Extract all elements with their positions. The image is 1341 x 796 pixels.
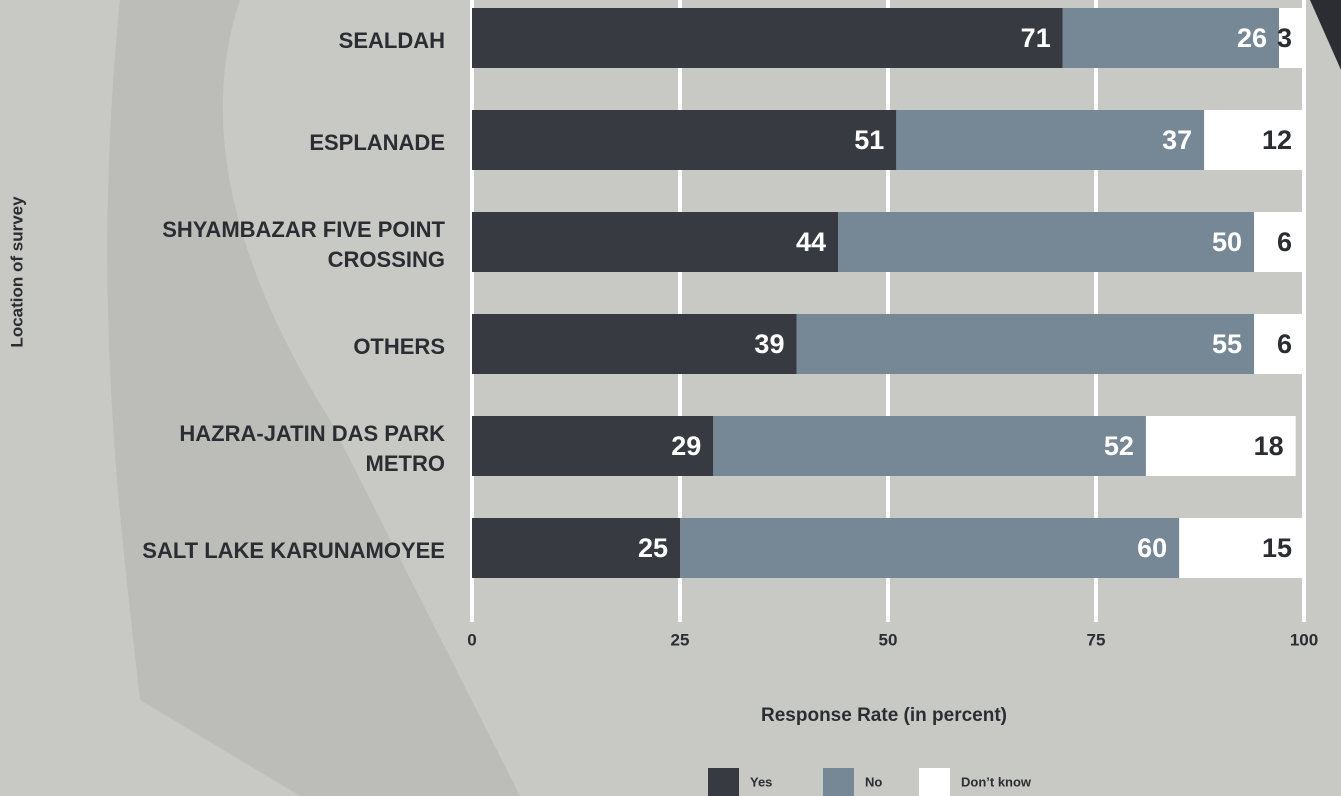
category-label: HAZRA-JATIN DAS PARK METRO [179, 421, 445, 476]
data-label: 52 [1104, 431, 1134, 461]
bar-segment [472, 110, 897, 170]
bar-segment [472, 212, 839, 272]
bar-segment [1145, 416, 1296, 476]
category-label: SALT LAKE KARUNAMOYEE [142, 538, 445, 563]
bar-segment [1254, 212, 1304, 272]
bar-segment [1279, 8, 1304, 68]
bar-segment [1179, 518, 1304, 578]
data-label: 50 [1212, 227, 1242, 257]
category-label: OTHERS [353, 334, 445, 359]
legend-label: Don’t know [961, 774, 1032, 789]
data-label: 29 [671, 431, 701, 461]
data-label: 3 [1277, 23, 1292, 53]
data-label: 12 [1262, 125, 1292, 155]
bar-segment [896, 110, 1205, 170]
bar-segment [1204, 110, 1304, 170]
legend-swatch [823, 768, 854, 796]
bar-segment [472, 518, 680, 578]
corner-shape [1310, 0, 1341, 70]
data-label: 18 [1254, 431, 1284, 461]
data-label: 51 [854, 125, 884, 155]
category-label: SEALDAH [338, 28, 445, 53]
legend-label: Yes [750, 774, 772, 789]
bar-segment [838, 212, 1255, 272]
bar-segment [713, 416, 1146, 476]
x-tick-label: 100 [1290, 630, 1318, 649]
legend-label: No [865, 774, 882, 789]
bar-segment [1254, 314, 1304, 374]
x-axis-label: Response Rate (in percent) [761, 705, 1007, 726]
x-tick-label: 75 [1087, 630, 1106, 649]
bar-segment [680, 518, 1180, 578]
data-label: 25 [638, 533, 668, 563]
legend-swatch [919, 768, 950, 796]
data-label: 15 [1262, 533, 1292, 563]
category-label: SHYAMBAZAR FIVE POINT CROSSING [162, 217, 445, 272]
data-label: 37 [1162, 125, 1192, 155]
bar-segment [472, 416, 714, 476]
x-tick-label: 25 [671, 630, 690, 649]
data-label: 26 [1237, 23, 1267, 53]
data-label: 55 [1212, 329, 1242, 359]
data-label: 6 [1277, 227, 1292, 257]
x-tick-label: 50 [879, 630, 898, 649]
x-tick-label: 0 [467, 630, 476, 649]
data-label: 6 [1277, 329, 1292, 359]
data-label: 44 [796, 227, 826, 257]
data-label: 39 [754, 329, 784, 359]
bar-segment [796, 314, 1255, 374]
background-shape [107, 0, 521, 796]
data-label: 60 [1137, 533, 1167, 563]
bar-segment [472, 314, 797, 374]
data-label: 71 [1021, 23, 1051, 53]
bar-segment [1062, 8, 1280, 68]
legend-swatch [708, 768, 739, 796]
category-label: ESPLANADE [309, 130, 445, 155]
bar-segment [472, 8, 1063, 68]
y-axis-label: Location of survey [7, 196, 26, 348]
